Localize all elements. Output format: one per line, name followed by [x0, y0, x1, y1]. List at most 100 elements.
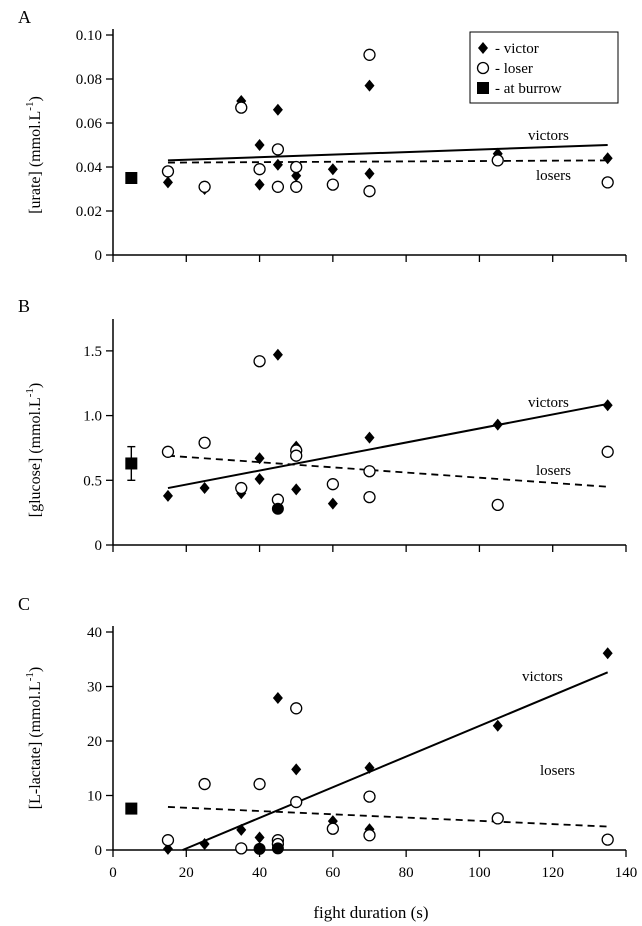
- losers-fit-line-c: [167, 806, 608, 828]
- filled-circle-point-c: [271, 842, 284, 855]
- loser-point-a: [161, 165, 175, 178]
- victor-point-b: [254, 452, 265, 465]
- x-tick-label-c: 100: [468, 865, 491, 881]
- y-tick-label-c: 20: [87, 734, 102, 750]
- loser-point-b: [235, 481, 248, 495]
- loser-point-b: [363, 490, 376, 504]
- victor-point-c: [254, 831, 265, 844]
- losers-fit-line-a: [167, 159, 608, 164]
- losers-label-a: losers: [536, 168, 571, 184]
- loser-point-c: [253, 777, 266, 791]
- victor-point-c: [236, 823, 247, 836]
- victor-point-a: [272, 103, 283, 116]
- loser-point-a: [326, 178, 340, 191]
- loser-point-c: [326, 822, 340, 835]
- loser-point-a: [253, 163, 266, 176]
- loser-point-a: [601, 176, 614, 189]
- loser-point-c: [363, 829, 376, 842]
- panel-label-a: A: [18, 7, 31, 27]
- x-tick-label-c: 80: [399, 865, 414, 881]
- x-axis-label: fight duration (s): [313, 903, 428, 922]
- panel-c: C [L-lactate] (mmol.L-1) 0 10 20 30 40 0 20 40 6…: [18, 594, 637, 922]
- victor-point-b: [602, 399, 613, 412]
- victor-point-b: [272, 348, 283, 361]
- victor-point-a: [327, 163, 338, 176]
- loser-point-b: [326, 478, 340, 491]
- victors-label-a: victors: [528, 128, 569, 144]
- victor-point-a: [364, 167, 375, 180]
- loser-point-c: [290, 702, 303, 715]
- victor-point-b: [327, 497, 338, 510]
- legend-diamond-icon: [478, 42, 488, 54]
- loser-point-b: [491, 498, 504, 512]
- victors-fit-line-b: [167, 402, 608, 490]
- victor-point-b: [364, 431, 375, 444]
- legend-at-burrow: - at burrow: [495, 81, 562, 97]
- y-tick-label-a: 0: [95, 248, 103, 264]
- legend-open-circle-icon: [476, 61, 490, 75]
- y-tick-label-c: 40: [87, 625, 102, 641]
- loser-point-a: [363, 48, 376, 61]
- legend-victor: - victor: [495, 41, 539, 57]
- victor-point-a: [254, 178, 265, 191]
- legend-box: [469, 31, 619, 104]
- x-tick-label-c: 120: [541, 865, 564, 881]
- victor-point-b: [162, 489, 173, 502]
- y-tick-label-b: 1.5: [83, 344, 102, 360]
- legend-loser: - loser: [495, 61, 533, 77]
- y-tick-label-c: 10: [87, 789, 102, 805]
- y-tick-label-b: 1.0: [83, 409, 102, 425]
- victor-point-c: [602, 647, 613, 660]
- x-tick-label-c: 60: [325, 865, 340, 881]
- loser-point-a: [290, 180, 303, 193]
- victors-label-b: victors: [528, 395, 569, 411]
- loser-point-a: [198, 180, 211, 193]
- filled-circle-point-b: [271, 502, 284, 515]
- loser-point-c: [290, 795, 303, 809]
- victor-point-c: [492, 719, 503, 732]
- victors-label-c: victors: [522, 669, 563, 685]
- victor-point-a: [162, 176, 173, 189]
- y-axis-label-c: [L-lactate] (mmol.L-1): [24, 667, 44, 809]
- loser-point-a: [491, 154, 504, 167]
- loser-point-b: [161, 445, 175, 458]
- loser-point-a: [363, 185, 376, 198]
- y-tick-label-a: 0.02: [76, 204, 102, 220]
- victor-point-c: [291, 763, 302, 776]
- y-tick-label-a: 0.08: [76, 72, 102, 88]
- x-tick-label-c: 140: [615, 865, 638, 881]
- loser-point-c: [363, 790, 376, 803]
- panel-label-b: B: [18, 296, 30, 316]
- victors-fit-line-a: [167, 144, 608, 162]
- victors-fit-line-c: [182, 671, 609, 851]
- victor-point-b: [492, 418, 503, 431]
- legend-square-icon: [477, 82, 489, 94]
- victor-point-c: [272, 691, 283, 704]
- loser-point-b: [253, 355, 266, 368]
- burrow-point-c: [125, 802, 138, 815]
- y-tick-label-b: 0: [95, 538, 103, 554]
- victor-point-c: [364, 761, 375, 774]
- losers-label-b: losers: [536, 463, 571, 479]
- loser-point-c: [601, 833, 614, 846]
- victor-point-a: [272, 158, 283, 171]
- loser-point-c: [491, 812, 504, 825]
- victor-point-a: [602, 152, 613, 165]
- y-tick-label-a: 0.10: [76, 28, 102, 44]
- burrow-point-a: [125, 172, 138, 184]
- loser-point-b: [363, 465, 376, 478]
- panel-a: A [urate] (mmol.L-1) 0 0.02 0.04 0.06 0.08 0.…: [18, 7, 627, 264]
- losers-fit-line-b: [167, 454, 608, 488]
- y-tick-label-a: 0.04: [76, 160, 103, 176]
- loser-point-a: [290, 160, 303, 174]
- panel-b: B [glucose] (mmol.L-1) 0 0.5 1.0 1.5 victor…: [18, 296, 627, 554]
- x-tick-label-c: 40: [252, 865, 267, 881]
- victor-point-b: [291, 483, 302, 496]
- y-tick-label-b: 0.5: [83, 473, 102, 489]
- loser-point-c: [198, 777, 211, 791]
- loser-point-a: [235, 101, 248, 114]
- loser-point-c: [235, 842, 248, 855]
- x-tick-label-c: 20: [179, 865, 194, 881]
- y-axis-label-b: [glucose] (mmol.L-1): [24, 383, 44, 517]
